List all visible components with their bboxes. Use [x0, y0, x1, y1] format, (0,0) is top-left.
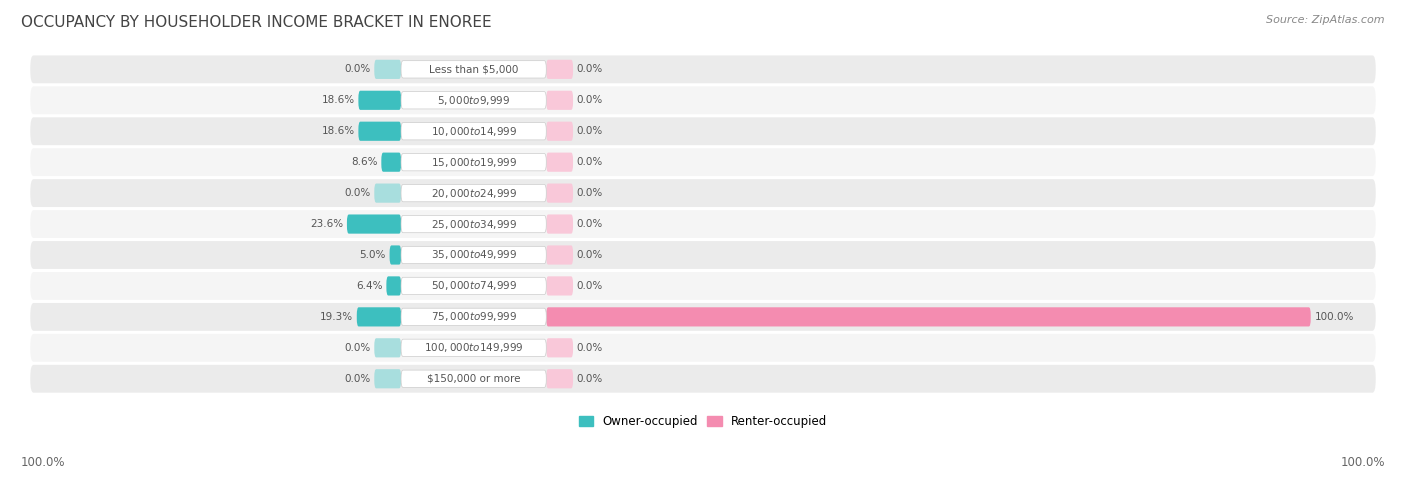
FancyBboxPatch shape: [31, 210, 1375, 238]
FancyBboxPatch shape: [401, 278, 547, 295]
FancyBboxPatch shape: [547, 91, 574, 110]
Legend: Owner-occupied, Renter-occupied: Owner-occupied, Renter-occupied: [574, 410, 832, 433]
Text: 0.0%: 0.0%: [576, 250, 603, 260]
FancyBboxPatch shape: [547, 153, 574, 172]
Text: 8.6%: 8.6%: [352, 157, 377, 167]
FancyBboxPatch shape: [401, 308, 547, 326]
FancyBboxPatch shape: [359, 122, 401, 141]
FancyBboxPatch shape: [547, 338, 574, 357]
Text: $100,000 to $149,999: $100,000 to $149,999: [423, 341, 523, 354]
Text: 0.0%: 0.0%: [576, 281, 603, 291]
Text: $50,000 to $74,999: $50,000 to $74,999: [430, 279, 517, 293]
Text: 0.0%: 0.0%: [576, 126, 603, 136]
Text: 100.0%: 100.0%: [21, 456, 66, 469]
FancyBboxPatch shape: [31, 179, 1375, 207]
FancyBboxPatch shape: [547, 214, 574, 234]
Text: 5.0%: 5.0%: [360, 250, 385, 260]
FancyBboxPatch shape: [401, 339, 547, 357]
Text: $75,000 to $99,999: $75,000 to $99,999: [430, 311, 517, 323]
FancyBboxPatch shape: [389, 245, 401, 264]
FancyBboxPatch shape: [31, 87, 1375, 114]
Text: $25,000 to $34,999: $25,000 to $34,999: [430, 218, 517, 230]
Text: 0.0%: 0.0%: [576, 157, 603, 167]
FancyBboxPatch shape: [547, 277, 574, 295]
Text: 100.0%: 100.0%: [1315, 312, 1354, 322]
FancyBboxPatch shape: [387, 277, 401, 295]
FancyBboxPatch shape: [401, 370, 547, 387]
Text: Source: ZipAtlas.com: Source: ZipAtlas.com: [1267, 15, 1385, 25]
Text: $10,000 to $14,999: $10,000 to $14,999: [430, 125, 517, 138]
Text: 0.0%: 0.0%: [576, 343, 603, 353]
FancyBboxPatch shape: [547, 369, 574, 388]
FancyBboxPatch shape: [401, 185, 547, 202]
Text: 23.6%: 23.6%: [309, 219, 343, 229]
Text: $5,000 to $9,999: $5,000 to $9,999: [437, 94, 510, 107]
FancyBboxPatch shape: [374, 184, 401, 203]
Text: $15,000 to $19,999: $15,000 to $19,999: [430, 156, 517, 169]
FancyBboxPatch shape: [31, 365, 1375, 393]
FancyBboxPatch shape: [547, 122, 574, 141]
Text: $150,000 or more: $150,000 or more: [427, 374, 520, 384]
FancyBboxPatch shape: [547, 245, 574, 264]
Text: 0.0%: 0.0%: [344, 343, 370, 353]
FancyBboxPatch shape: [374, 338, 401, 357]
FancyBboxPatch shape: [401, 154, 547, 171]
Text: 0.0%: 0.0%: [576, 374, 603, 384]
FancyBboxPatch shape: [374, 369, 401, 388]
FancyBboxPatch shape: [547, 60, 574, 79]
FancyBboxPatch shape: [31, 55, 1375, 83]
FancyBboxPatch shape: [401, 92, 547, 109]
Text: 18.6%: 18.6%: [322, 126, 354, 136]
Text: 18.6%: 18.6%: [322, 95, 354, 105]
Text: 0.0%: 0.0%: [576, 64, 603, 74]
FancyBboxPatch shape: [31, 117, 1375, 145]
Text: 0.0%: 0.0%: [344, 374, 370, 384]
FancyBboxPatch shape: [347, 214, 401, 234]
FancyBboxPatch shape: [31, 148, 1375, 176]
Text: 0.0%: 0.0%: [576, 188, 603, 198]
FancyBboxPatch shape: [31, 303, 1375, 331]
Text: 0.0%: 0.0%: [576, 95, 603, 105]
Text: $35,000 to $49,999: $35,000 to $49,999: [430, 248, 517, 261]
Text: 6.4%: 6.4%: [356, 281, 382, 291]
FancyBboxPatch shape: [357, 307, 401, 327]
Text: OCCUPANCY BY HOUSEHOLDER INCOME BRACKET IN ENOREE: OCCUPANCY BY HOUSEHOLDER INCOME BRACKET …: [21, 15, 492, 30]
Text: 0.0%: 0.0%: [344, 188, 370, 198]
FancyBboxPatch shape: [381, 153, 401, 172]
FancyBboxPatch shape: [359, 91, 401, 110]
FancyBboxPatch shape: [401, 215, 547, 233]
Text: 100.0%: 100.0%: [1340, 456, 1385, 469]
FancyBboxPatch shape: [401, 246, 547, 264]
Text: Less than $5,000: Less than $5,000: [429, 64, 519, 74]
FancyBboxPatch shape: [31, 334, 1375, 362]
Text: 0.0%: 0.0%: [344, 64, 370, 74]
Text: 19.3%: 19.3%: [319, 312, 353, 322]
FancyBboxPatch shape: [374, 60, 401, 79]
FancyBboxPatch shape: [547, 184, 574, 203]
Text: 0.0%: 0.0%: [576, 219, 603, 229]
FancyBboxPatch shape: [547, 307, 1310, 327]
Text: $20,000 to $24,999: $20,000 to $24,999: [430, 187, 517, 200]
FancyBboxPatch shape: [31, 241, 1375, 269]
FancyBboxPatch shape: [31, 272, 1375, 300]
FancyBboxPatch shape: [401, 61, 547, 78]
FancyBboxPatch shape: [401, 122, 547, 140]
